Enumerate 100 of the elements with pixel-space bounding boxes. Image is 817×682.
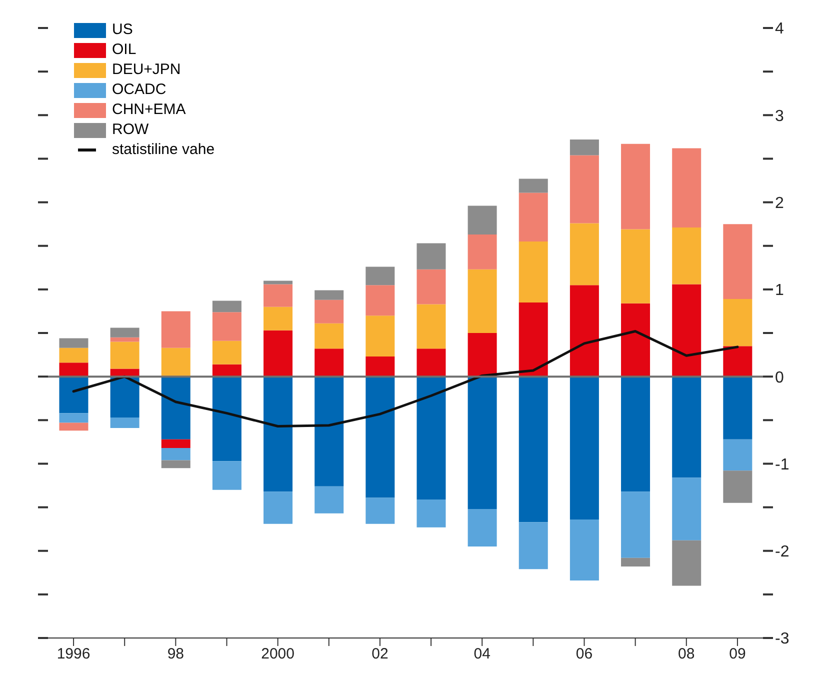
bar [570, 376, 599, 520]
x-tick-label: 06 [576, 646, 593, 663]
y-tick-label: 1 [775, 282, 784, 300]
bar [621, 558, 650, 567]
bar [468, 206, 497, 235]
bar [518, 242, 548, 302]
y-tick-label: -3 [775, 630, 790, 648]
bar [672, 148, 702, 228]
legend-label: ROW [112, 120, 149, 140]
bar [212, 461, 242, 490]
bar [161, 376, 190, 440]
bar [518, 192, 548, 242]
bar [723, 224, 752, 300]
bar [416, 348, 446, 377]
x-tick-label: 2000 [261, 646, 295, 663]
bar [314, 486, 344, 514]
bar [366, 316, 395, 357]
y-tick-label: 2 [775, 194, 784, 212]
bar [314, 300, 344, 324]
legend-label: statistiline vahe [112, 140, 215, 160]
bar [366, 498, 395, 524]
bar [264, 330, 293, 377]
bar [366, 376, 395, 498]
bar [161, 448, 190, 460]
bar [314, 290, 344, 300]
bar [416, 499, 446, 528]
bar [264, 284, 293, 307]
bar [518, 376, 548, 522]
bar [570, 140, 599, 156]
bar [264, 306, 293, 330]
bar [314, 348, 344, 377]
legend-label: CHN+EMA [112, 100, 186, 120]
bar [110, 337, 140, 342]
bar [161, 348, 190, 377]
bar [672, 228, 702, 284]
bar [110, 376, 140, 418]
bar [264, 280, 293, 284]
bar [110, 342, 140, 369]
bar [518, 178, 548, 193]
bar [621, 144, 650, 230]
bar [518, 302, 548, 377]
bar [314, 323, 344, 349]
bar [570, 223, 599, 286]
x-tick-label: 02 [372, 646, 388, 663]
bar [468, 376, 497, 510]
bar [570, 285, 599, 377]
bar [723, 470, 752, 503]
bar [468, 509, 497, 546]
legend-label: US [112, 20, 133, 40]
bar [621, 229, 650, 304]
bar [518, 522, 548, 570]
bar [59, 422, 88, 431]
y-tick-label: 3 [775, 108, 784, 125]
bar [212, 340, 242, 364]
bar [570, 155, 599, 224]
x-tick-label: 09 [729, 646, 746, 663]
bar [672, 284, 702, 377]
bar [416, 376, 446, 500]
y-tick-label: -1 [775, 456, 790, 474]
x-tick-label: 04 [474, 646, 490, 663]
bar [621, 492, 650, 558]
y-tick-label: 4 [775, 20, 784, 38]
bar [264, 376, 293, 492]
bar [366, 356, 395, 377]
legend-label: OCADC [112, 80, 166, 100]
bar [161, 311, 190, 348]
bar [314, 376, 344, 486]
x-tick-label: 98 [167, 646, 184, 663]
y-tick-label: 0 [775, 369, 784, 386]
bar [672, 540, 702, 586]
bar [59, 376, 88, 414]
bar [672, 478, 702, 540]
bar [212, 300, 242, 312]
bar [366, 285, 395, 316]
bar [723, 439, 752, 471]
bar [212, 312, 242, 341]
bar [621, 376, 650, 492]
line-series [72, 330, 739, 428]
bar [161, 460, 190, 468]
bar [161, 439, 190, 448]
bar [723, 299, 752, 346]
bar [468, 333, 497, 377]
bar [416, 269, 446, 304]
bar [59, 413, 88, 423]
bar [110, 328, 140, 338]
bar [264, 492, 293, 524]
bar [468, 234, 497, 270]
x-tick-label: 08 [678, 646, 695, 663]
y-tick-label: -2 [775, 544, 790, 561]
bar [723, 346, 752, 377]
bar [416, 304, 446, 349]
bar [59, 338, 88, 348]
legend-label: OIL [112, 40, 136, 60]
bar [59, 362, 88, 377]
bar [416, 243, 446, 270]
bar [723, 376, 752, 440]
bar [110, 418, 140, 428]
bar [366, 266, 395, 286]
legend-label: DEU+JPN [112, 60, 181, 80]
bar [212, 364, 242, 377]
